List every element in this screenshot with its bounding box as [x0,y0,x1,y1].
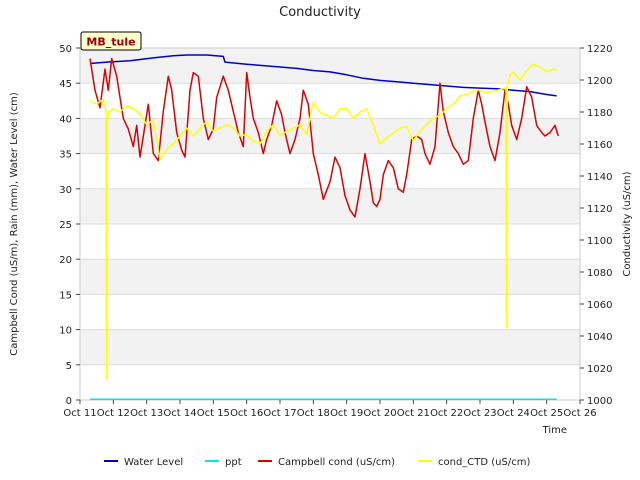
legend-label-water-level: Water Level [124,457,183,468]
tick-label-x: Oct 11 [63,408,96,419]
tick-label-y-left: 40 [59,114,72,125]
tick-label-x: Oct 22 [430,408,463,419]
tick-label-x: Oct 14 [163,408,196,419]
tick-label-y-right: 1160 [587,140,612,151]
tick-label-y-right: 1000 [587,396,612,407]
tick-label-x: Oct 25 [530,408,563,419]
station-tag-label: MB_tule [86,36,135,49]
legend-label-ppt: ppt [225,457,242,468]
tick-label-x: Oct 15 [197,408,230,419]
tick-label-x: Oct 26 [563,408,596,419]
tick-label-x: Oct 21 [397,408,430,419]
plot-band [80,259,580,295]
series-water-level [89,54,557,97]
tick-label-y-right: 1100 [587,236,612,247]
y-axis-left-label: Campbell Cond (uS/m), Rain (mm), Water L… [9,92,20,356]
tick-label-y-right: 1020 [587,364,612,375]
tick-label-x: Oct 19 [330,408,363,419]
tick-label-y-left: 45 [59,79,72,90]
plot-band [80,329,580,365]
legend-label-campbell-cond-us-cm: Campbell cond (uS/cm) [278,457,395,468]
y-axis-right-label: Conductivity (uS/cm) [622,171,633,276]
tick-label-x: Oct 16 [230,408,263,419]
tick-label-x: Oct 20 [363,408,396,419]
tick-label-x: Oct 18 [297,408,330,419]
tick-label-y-right: 1220 [587,44,612,55]
tick-label-y-right: 1120 [587,204,612,215]
series-cond-ctd-us-cm [89,63,558,380]
tick-label-y-left: 30 [59,185,72,196]
axes-group: 0 5 10 15 20 25 30 35 40 45 50 1000 1020 1040 1060 1080… [59,44,612,419]
tick-label-y-left: 0 [66,396,72,407]
tick-label-y-left: 10 [59,326,72,337]
tick-label-y-left: 25 [59,220,72,231]
legend-label-cond-ctd-us-cm: cond_CTD (uS/cm) [438,457,530,468]
tick-label-y-left: 15 [59,290,72,301]
chart-title: Conductivity [279,5,361,20]
series-group [89,54,560,401]
legend: Water Level ppt Campbell cond (uS/cm) cond_… [104,457,530,468]
tick-label-x: Oct 13 [130,408,163,419]
x-axis-label: Time [542,425,567,436]
tick-label-x: Oct 23 [463,408,496,419]
tick-label-y-right: 1080 [587,268,612,279]
plot-band [80,118,580,154]
tick-label-x: Oct 24 [497,408,530,419]
tick-label-y-right: 1060 [587,300,612,311]
tick-label-y-left: 35 [59,150,72,161]
tick-label-y-left: 20 [59,255,72,266]
tick-label-y-right: 1200 [587,76,612,87]
station-tag-box [80,31,142,51]
plot-bands [80,48,580,365]
tick-label-x: Oct 12 [97,408,130,419]
plot-band [80,48,580,84]
tick-label-y-left: 50 [59,44,72,55]
plot-band [80,188,580,224]
tick-label-y-right: 1180 [587,108,612,119]
tick-label-y-right: 1040 [587,332,612,343]
tick-label-y-right: 1140 [587,172,612,183]
series-campbell-cond-us-cm [89,57,560,218]
tick-label-x: Oct 17 [263,408,296,419]
station-tag: MB_tule [80,31,142,51]
tick-label-y-left: 5 [66,361,72,372]
